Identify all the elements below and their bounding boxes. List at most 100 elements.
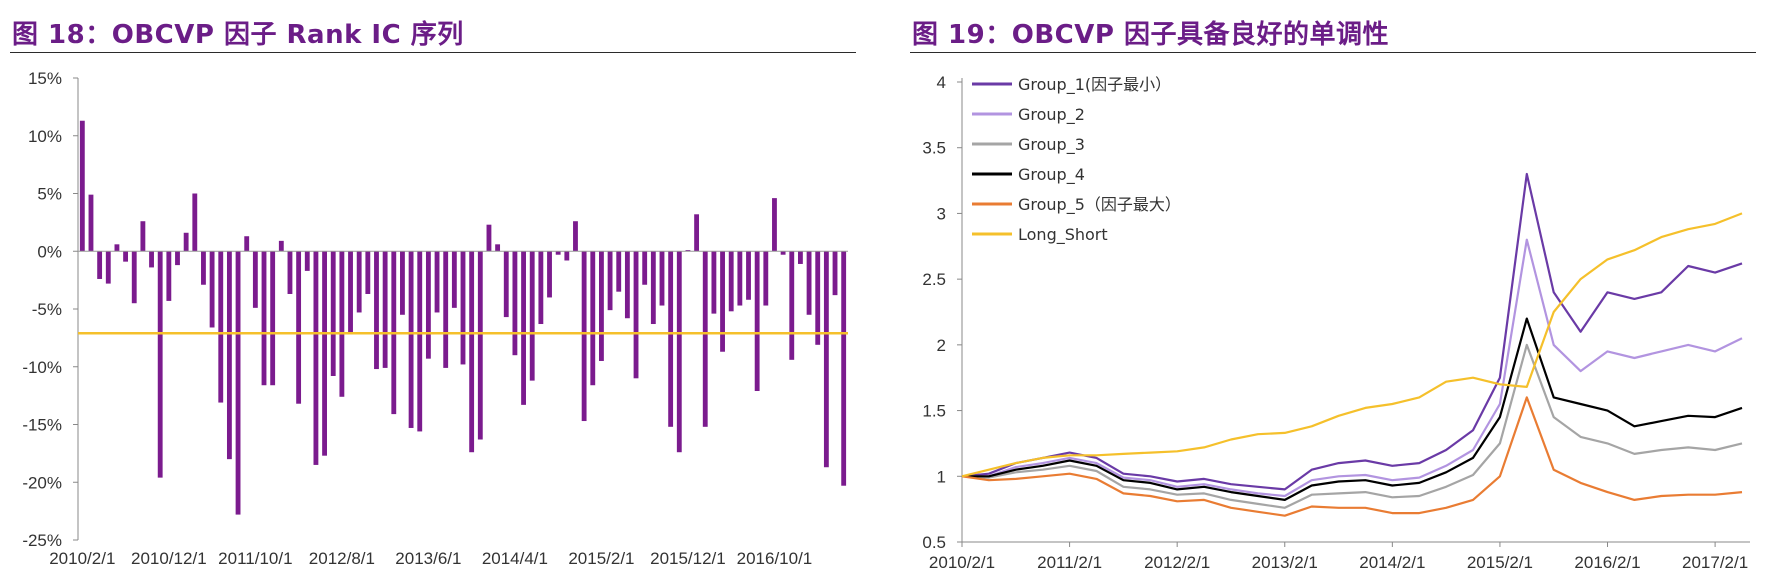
ic-bar <box>590 251 596 386</box>
ic-bar <box>832 251 838 296</box>
ic-bar <box>599 251 604 361</box>
ic-bar <box>408 251 414 428</box>
y-tick-label: -5% <box>32 300 62 319</box>
ic-bar <box>382 251 388 368</box>
ic-bar <box>823 251 829 468</box>
x-tick-label: 2017/2/1 <box>1682 553 1748 572</box>
ic-bar <box>728 251 734 312</box>
ic-bar <box>477 251 483 440</box>
ic-bar <box>278 240 284 252</box>
ic-bar <box>304 251 310 271</box>
ic-bar <box>131 251 137 304</box>
ic-bar <box>616 251 622 292</box>
ic-bar <box>226 251 232 460</box>
ic-bar <box>417 251 423 432</box>
ic-bar <box>495 244 501 252</box>
ic-bar <box>140 221 146 252</box>
ic-bar <box>737 251 743 306</box>
ic-bar <box>529 251 535 381</box>
x-tick-label: 2014/2/1 <box>1359 553 1425 572</box>
ic-bar <box>330 251 336 376</box>
ic-bar <box>261 251 267 386</box>
series-line-1 <box>961 172 1743 491</box>
title-rule <box>10 52 856 53</box>
y-tick-label: 2.5 <box>922 270 946 289</box>
ic-bar <box>650 251 656 325</box>
ic-bar <box>201 251 206 285</box>
series-line-3 <box>961 343 1743 509</box>
y-tick-label: 0% <box>37 242 62 261</box>
chart-title: 图 18：OBCVP 因子 Rank IC 序列 <box>12 20 464 50</box>
ic-bar <box>348 251 353 333</box>
chart-title: 图 19：OBCVP 因子具备良好的单调性 <box>912 20 1389 50</box>
ic-bar <box>252 251 258 308</box>
ic-bar <box>772 198 777 252</box>
ic-bar <box>521 251 526 405</box>
y-tick-label: -15% <box>22 416 62 435</box>
ic-bar <box>244 236 250 252</box>
y-tick-label: -10% <box>22 358 62 377</box>
y-tick-label: -25% <box>22 531 62 550</box>
ic-bar <box>538 251 544 325</box>
x-tick-label: 2010/2/1 <box>49 549 115 568</box>
ic-bar <box>806 251 812 315</box>
series-line-6 <box>961 212 1743 478</box>
ic-bar <box>296 251 302 404</box>
ic-bar <box>235 251 241 515</box>
ic-bar <box>97 251 103 279</box>
ic-bar <box>270 251 276 386</box>
ic-bar <box>356 251 362 313</box>
y-tick-label: 10% <box>28 127 62 146</box>
ic-bar <box>659 251 665 306</box>
ic-bar <box>503 251 509 318</box>
x-tick-label: 2012/8/1 <box>309 549 375 568</box>
ic-bar <box>746 251 751 300</box>
legend-label: Long_Short <box>1018 225 1108 245</box>
ic-bar <box>209 251 215 328</box>
ic-bar <box>711 251 717 314</box>
x-tick-label: 2011/10/1 <box>218 549 292 568</box>
series-line-4 <box>962 317 1743 501</box>
ic-bar <box>192 193 198 252</box>
legend-label: Group_2 <box>1018 105 1085 125</box>
ic-bar <box>607 251 613 311</box>
x-tick-label: 2015/2/1 <box>568 549 634 568</box>
ic-bar <box>702 251 708 427</box>
ic-bar <box>218 251 224 403</box>
ic-bar <box>313 251 319 465</box>
ic-bar <box>676 251 682 453</box>
ic-bar <box>451 251 457 308</box>
ic-bar <box>123 251 129 262</box>
x-tick-label: 2016/10/1 <box>737 549 813 568</box>
y-tick-label: 5% <box>37 185 62 204</box>
ic-bar <box>400 251 405 315</box>
legend-label: Group_3 <box>1018 135 1085 155</box>
ic-bar <box>685 250 691 252</box>
ic-bar <box>443 251 449 368</box>
ic-bar <box>841 251 847 486</box>
x-tick-label: 2015/2/1 <box>1467 553 1533 572</box>
legend-label: Group_1(因子最小） <box>1018 75 1171 95</box>
ic-bar <box>573 221 578 252</box>
legend-label: Group_4 <box>1018 165 1085 185</box>
title-rule <box>910 52 1756 53</box>
ic-bar <box>486 224 492 252</box>
ic-bar <box>720 251 725 352</box>
ic-bar <box>460 251 466 365</box>
x-tick-label: 2010/12/1 <box>131 549 207 568</box>
ic-bar <box>105 251 111 284</box>
rank-ic-panel: 图 18：OBCVP 因子 Rank IC 序列 15% 10% 5% 0% -5% -1… <box>0 0 860 584</box>
ic-bar <box>815 251 821 345</box>
rank-ic-bar-chart: 15% 10% 5% 0% -5% -10% -15% -20% -25%2010/2/1 201… <box>22 69 848 568</box>
ic-bar <box>287 251 293 294</box>
ic-bar <box>79 120 85 252</box>
ic-bar <box>564 251 570 261</box>
ic-bar <box>434 251 440 313</box>
ic-bar <box>322 251 327 456</box>
ic-bar <box>633 251 639 379</box>
y-tick-label: 0.5 <box>922 533 946 552</box>
ic-bar <box>624 251 630 319</box>
ic-bar <box>780 251 786 255</box>
y-tick-label: 15% <box>28 69 62 88</box>
x-tick-label: 2010/2/1 <box>929 553 995 572</box>
